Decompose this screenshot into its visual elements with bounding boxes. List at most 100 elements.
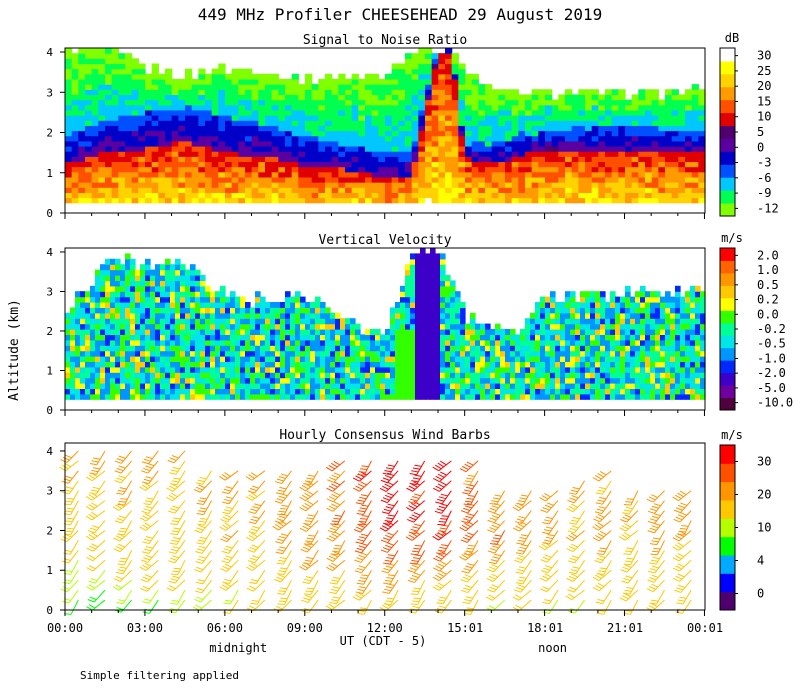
velocity-cell <box>525 372 531 379</box>
velocity-cell <box>185 339 191 346</box>
snr-cell <box>331 89 339 96</box>
snr-cell <box>511 182 519 188</box>
velocity-cell <box>285 307 291 314</box>
velocity-cell <box>120 372 126 379</box>
snr-cell <box>645 192 653 199</box>
velocity-cell <box>255 366 261 373</box>
velocity-cell <box>280 361 286 368</box>
velocity-cell <box>190 285 196 292</box>
snr-cell <box>358 94 366 101</box>
velocity-cell <box>155 388 161 395</box>
snr-cell <box>611 182 619 188</box>
snr-cell <box>331 145 339 152</box>
snr-cell <box>391 135 399 142</box>
snr-cell <box>338 89 346 96</box>
velocity-cell <box>545 334 551 341</box>
snr-cell <box>558 176 566 183</box>
snr-cell <box>505 187 513 193</box>
snr-cell <box>171 104 179 111</box>
snr-cell <box>691 176 699 183</box>
snr-cell <box>411 109 419 116</box>
snr-cell <box>445 156 453 163</box>
snr-cell <box>445 166 453 173</box>
snr-cell <box>331 109 339 116</box>
snr-cell <box>631 115 639 121</box>
velocity-cell <box>430 318 436 325</box>
velocity-cell <box>340 345 346 352</box>
snr-cell <box>331 120 339 126</box>
snr-cell <box>78 176 86 183</box>
snr-cell <box>338 161 346 168</box>
velocity-cell <box>645 356 651 362</box>
snr-cell <box>625 161 633 168</box>
velocity-cell <box>315 361 321 368</box>
velocity-cell <box>295 323 301 330</box>
snr-cell <box>165 120 173 126</box>
velocity-cell <box>440 323 446 330</box>
snr-cell <box>138 161 146 168</box>
velocity-cell <box>240 345 246 352</box>
velocity-cell <box>345 383 351 389</box>
snr-cell <box>565 115 573 121</box>
snr-cell <box>85 63 93 70</box>
snr-cell <box>385 130 393 137</box>
velocity-cell <box>610 296 616 303</box>
velocity-cell <box>310 318 316 325</box>
velocity-cell <box>120 312 126 319</box>
snr-cell <box>225 104 233 111</box>
velocity-cell <box>655 366 661 373</box>
snr-cell <box>265 125 273 132</box>
velocity-cell <box>405 393 411 400</box>
snr-cell <box>131 94 139 101</box>
colorbar-swatch <box>720 138 735 152</box>
velocity-cell <box>295 291 301 298</box>
velocity-cell <box>685 296 691 303</box>
velocity-cell <box>115 312 121 319</box>
snr-cell <box>218 197 226 204</box>
snr-cell <box>465 135 473 142</box>
snr-cell <box>218 171 226 178</box>
snr-cell <box>291 94 299 101</box>
snr-cell <box>185 120 193 126</box>
velocity-cell <box>640 388 646 395</box>
snr-cell <box>538 115 546 121</box>
snr-cell <box>585 171 593 178</box>
velocity-cell <box>490 377 496 384</box>
snr-cell <box>478 135 486 142</box>
snr-cell <box>171 187 179 193</box>
velocity-cell <box>125 366 131 373</box>
velocity-cell <box>525 339 531 346</box>
velocity-cell <box>565 377 571 384</box>
snr-cell <box>585 130 593 137</box>
snr-cell <box>78 182 86 188</box>
velocity-cell <box>315 334 321 341</box>
snr-cell <box>291 89 299 96</box>
velocity-cell <box>660 366 666 373</box>
velocity-cell <box>70 339 76 346</box>
snr-cell <box>671 99 679 106</box>
snr-cell <box>451 58 459 65</box>
snr-cell <box>98 84 106 90</box>
velocity-cell <box>205 339 211 346</box>
velocity-cell <box>200 275 206 281</box>
snr-cell <box>318 145 326 152</box>
velocity-cell <box>285 377 291 384</box>
snr-cell <box>225 125 233 132</box>
snr-cell <box>225 171 233 178</box>
snr-cell <box>505 140 513 147</box>
snr-cell <box>298 151 306 157</box>
velocity-cell <box>385 388 391 395</box>
velocity-cell <box>655 318 661 325</box>
snr-cell <box>438 197 446 204</box>
velocity-cell <box>675 339 681 346</box>
velocity-cell <box>180 318 186 325</box>
velocity-cell <box>580 377 586 384</box>
snr-cell <box>251 94 259 101</box>
velocity-cell <box>690 339 696 346</box>
velocity-cell <box>360 361 366 368</box>
snr-cell <box>171 89 179 96</box>
velocity-cell <box>240 329 246 335</box>
snr-cell <box>198 145 206 152</box>
snr-cell <box>671 187 679 193</box>
velocity-cell <box>405 275 411 281</box>
